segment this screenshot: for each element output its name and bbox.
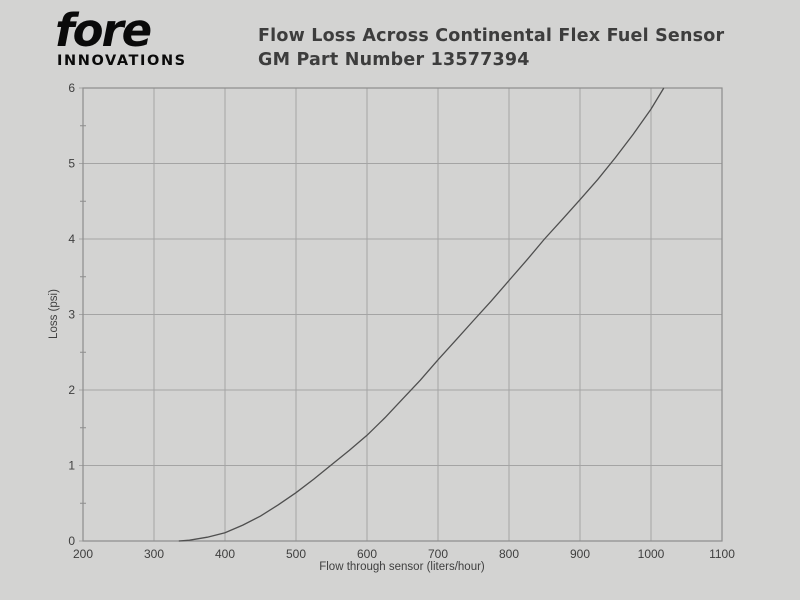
chart-title-line1: Flow Loss Across Continental Flex Fuel S… [258,26,725,46]
x-tick-labels: 200 300 400 500 600 700 800 900 1000 1100 [73,547,735,561]
y-tick-label: 4 [68,232,75,246]
x-tick-label: 300 [144,547,164,561]
y-axis-title: Loss (psi) [48,289,60,339]
flow-loss-curve [178,87,665,542]
chart-title-line2: GM Part Number 13577394 [258,50,530,70]
chart-title: Flow Loss Across Continental Flex Fuel S… [258,24,724,72]
plot-border [82,87,723,542]
y-tick-label: 6 [68,81,75,95]
x-tick-label: 600 [357,547,377,561]
x-axis-title: Flow through sensor (liters/hour) [319,561,485,573]
x-tick-label: 400 [215,547,235,561]
x-tick-label: 200 [73,547,93,561]
y-tick-label: 5 [68,157,75,171]
brand-logo: fore INNOVATIONS [55,8,205,69]
x-tick-label: 900 [570,547,590,561]
brand-tagline: INNOVATIONS [57,53,187,69]
y-tick-labels: 0 1 2 3 4 5 6 [68,81,75,548]
y-tick-label: 2 [68,383,75,397]
x-tick-label: 700 [428,547,448,561]
y-tick-label: 3 [68,308,75,322]
brand-wordmark: fore [55,4,152,57]
grid-lines [79,87,723,542]
x-tick-label: 1000 [638,547,665,561]
x-tick-label: 500 [286,547,306,561]
y-tick-label: 0 [68,534,75,548]
y-tick-label: 1 [68,459,75,473]
x-tick-label: 800 [499,547,519,561]
x-tick-label: 1100 [709,547,735,561]
